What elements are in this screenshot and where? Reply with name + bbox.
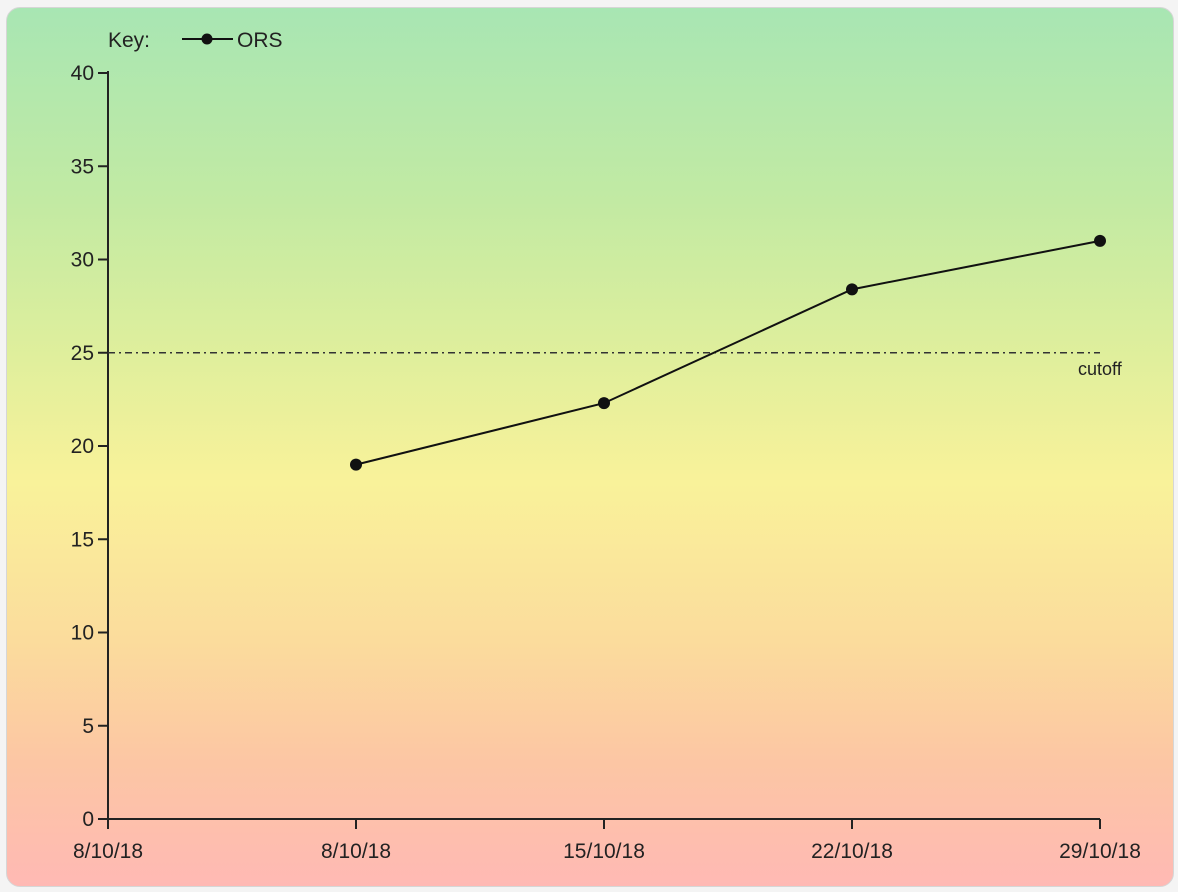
legend-key-label: Key:: [108, 29, 150, 52]
reference-lines: cutoff: [108, 351, 1123, 379]
x-tick-label: 8/10/18: [73, 840, 143, 863]
y-tick-label: 35: [71, 155, 94, 178]
axes: 0 5 10 15 20 25 30 35 40 8/10/18 8/10/18 15/10/18 22…: [71, 62, 1141, 863]
x-tick-label: 29/10/18: [1059, 840, 1141, 863]
y-tick-label: 20: [71, 435, 94, 458]
y-tick-label: 25: [71, 342, 94, 365]
y-tick-label: 40: [71, 62, 94, 85]
data-point-ors: [598, 397, 610, 410]
cutoff-label: cutoff: [1078, 359, 1123, 379]
chart-panel: [6, 7, 1174, 887]
y-tick-label: 30: [71, 249, 94, 272]
legend-series-label: ORS: [237, 29, 283, 52]
series-layer: [350, 234, 1106, 471]
data-point-ors: [846, 283, 858, 296]
x-tick-label: 8/10/18: [321, 840, 391, 863]
x-tick-label: 22/10/18: [811, 840, 893, 863]
data-point-ors: [350, 458, 362, 471]
y-tick-label: 5: [82, 715, 94, 738]
legend: Key: ORS: [108, 29, 283, 52]
y-tick-label: 10: [71, 622, 94, 645]
legend-marker-swatch: [201, 33, 213, 45]
series-line-ors: [355, 239, 1101, 466]
x-tick-label: 15/10/18: [563, 840, 645, 863]
y-tick-label: 15: [71, 528, 94, 551]
y-tick-label: 0: [82, 808, 94, 831]
data-point-ors: [1094, 234, 1106, 247]
